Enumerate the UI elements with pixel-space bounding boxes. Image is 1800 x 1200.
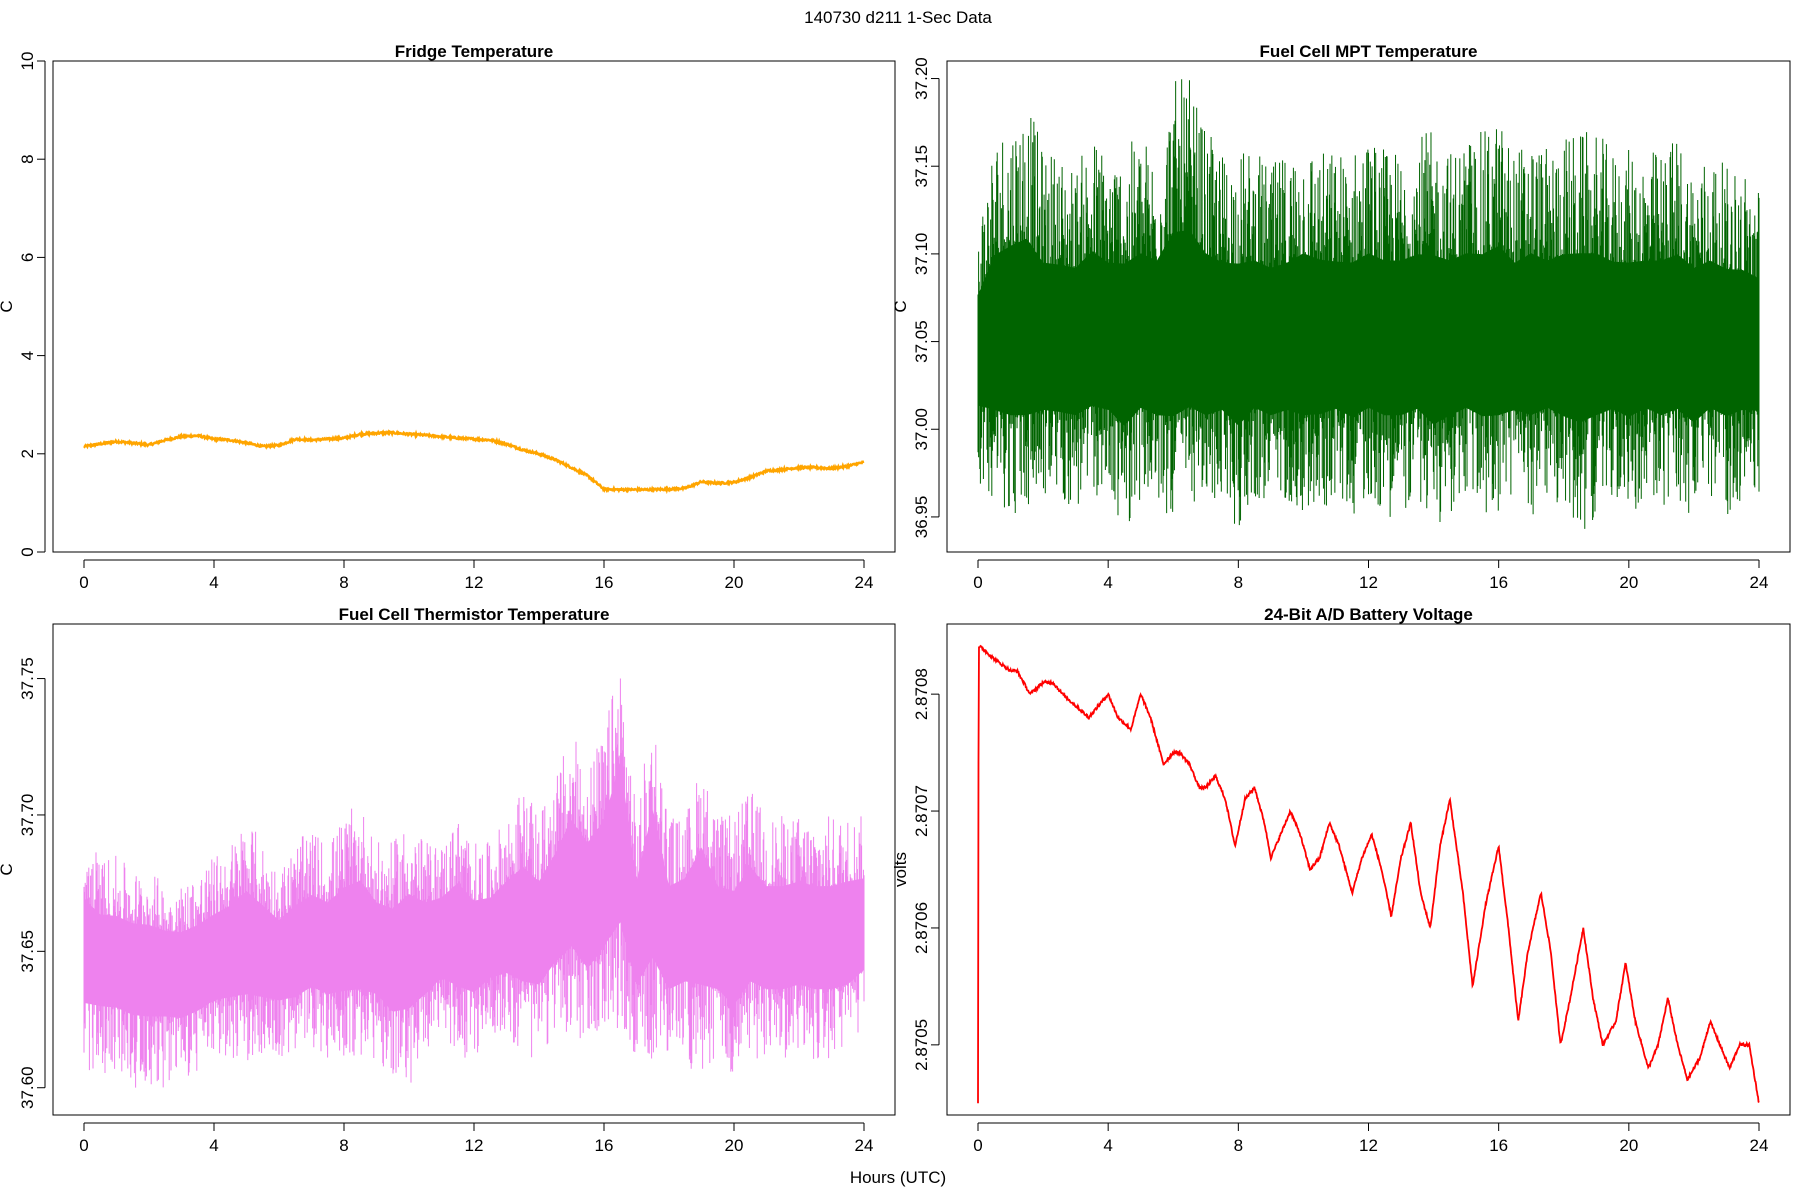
plot-frame [52,623,896,1116]
y-tick-label: 10 [18,52,37,71]
x-tick-label: 0 [79,573,88,592]
y-axis-label: C [0,300,16,312]
y-tick-label: 2.8707 [912,785,931,837]
y-axis: 0 2 4 6 8 10 [18,52,46,557]
x-axis: 0 4 8 12 16 20 24 [79,559,874,592]
y-tick-label: 4 [18,351,37,360]
x-tick-label: 0 [973,573,982,592]
y-axis-label: volts [891,852,910,887]
panel-title: Fuel Cell MPT Temperature [1260,42,1478,61]
series-trace [977,644,1760,1104]
x-tick-label: 24 [1750,573,1769,592]
x-tick-label: 8 [1234,573,1243,592]
x-tick-label: 16 [1489,1136,1508,1155]
y-axis-label: C [0,863,16,875]
y-tick-label: 8 [18,154,37,163]
panel-title: Fuel Cell Thermistor Temperature [339,605,610,624]
y-tick-label: 37.70 [18,794,37,837]
series-line [977,644,1760,1104]
x-tick-label: 24 [855,573,874,592]
x-tick-label: 16 [595,573,614,592]
series-core [84,762,864,1019]
panel-3: Fuel Cell Thermistor Temperature C 0 4 8 12 16… [0,605,896,1155]
y-axis-label: C [891,300,910,312]
x-tick-label: 12 [465,573,484,592]
x-tick-label: 20 [1619,1136,1638,1155]
y-tick-label: 6 [18,253,37,262]
x-tick-label: 4 [209,1136,218,1155]
x-tick-label: 0 [973,1136,982,1155]
y-tick-label: 2 [18,449,37,458]
y-tick-label: 37.15 [912,145,931,188]
x-tick-label: 4 [1103,573,1112,592]
x-axis: 0 4 8 12 16 20 24 [79,1122,874,1155]
y-tick-label: 37.75 [18,657,37,700]
y-tick-label: 2.8706 [912,902,931,954]
x-tick-label: 20 [1619,573,1638,592]
x-tick-label: 8 [339,1136,348,1155]
y-tick-label: 37.60 [18,1066,37,1109]
y-tick-label: 37.65 [18,930,37,973]
y-tick-label: 37.05 [912,320,931,363]
x-tick-label: 12 [1359,1136,1378,1155]
y-tick-label: 37.20 [912,57,931,100]
y-tick-label: 37.10 [912,233,931,276]
x-tick-label: 20 [725,573,744,592]
x-tick-label: 0 [79,1136,88,1155]
x-axis: 0 4 8 12 16 20 24 [973,1122,1769,1155]
plot-frame [52,60,896,553]
panel-1: Fridge TemperatureC048121620240246810 [0,42,896,592]
plot-frame [946,623,1791,1116]
x-tick-label: 16 [595,1136,614,1155]
series-core [978,230,1759,426]
y-tick-label: 2.8705 [912,1019,931,1071]
panel-title: 24-Bit A/D Battery Voltage [1264,605,1473,624]
y-tick-label: 2.8708 [912,668,931,720]
x-tick-label: 24 [855,1136,874,1155]
series-trace [83,429,865,495]
x-axis: 0 4 8 12 16 20 24 [973,559,1769,592]
x-tick-label: 24 [1750,1136,1769,1155]
figure-x-axis-label: Hours (UTC) [850,1168,946,1187]
series-line [83,429,865,495]
y-axis: 36.95 37.00 37.05 37.10 37.15 37.20 [912,57,940,539]
x-tick-label: 4 [209,573,218,592]
y-axis: 2.8705 2.8706 2.8707 2.8708 [912,668,940,1071]
x-tick-label: 12 [465,1136,484,1155]
y-tick-label: 0 [18,547,37,556]
figure-main-title: 140730 d211 1-Sec Data [804,8,992,27]
x-tick-label: 20 [725,1136,744,1155]
x-tick-label: 12 [1359,573,1378,592]
x-tick-label: 8 [1234,1136,1243,1155]
y-tick-label: 36.95 [912,496,931,539]
panel-title: Fridge Temperature [395,42,553,61]
y-tick-label: 37.00 [912,408,931,451]
x-tick-label: 8 [339,573,348,592]
panel-2: Fuel Cell MPT Temperature C 0 4 8 12 16 20 24 36.… [891,42,1791,592]
panels-group: Fridge TemperatureC048121620240246810Fue… [0,42,1791,1155]
x-tick-label: 16 [1489,573,1508,592]
series-trace [83,678,865,1088]
panel-4: 24-Bit A/D Battery Voltage volts 0 4 8 12 16 20… [891,605,1791,1155]
x-tick-label: 4 [1103,1136,1112,1155]
y-axis: 37.60 37.65 37.70 37.75 [18,657,46,1109]
plot-frame [946,60,1791,553]
series-trace [977,79,1760,529]
